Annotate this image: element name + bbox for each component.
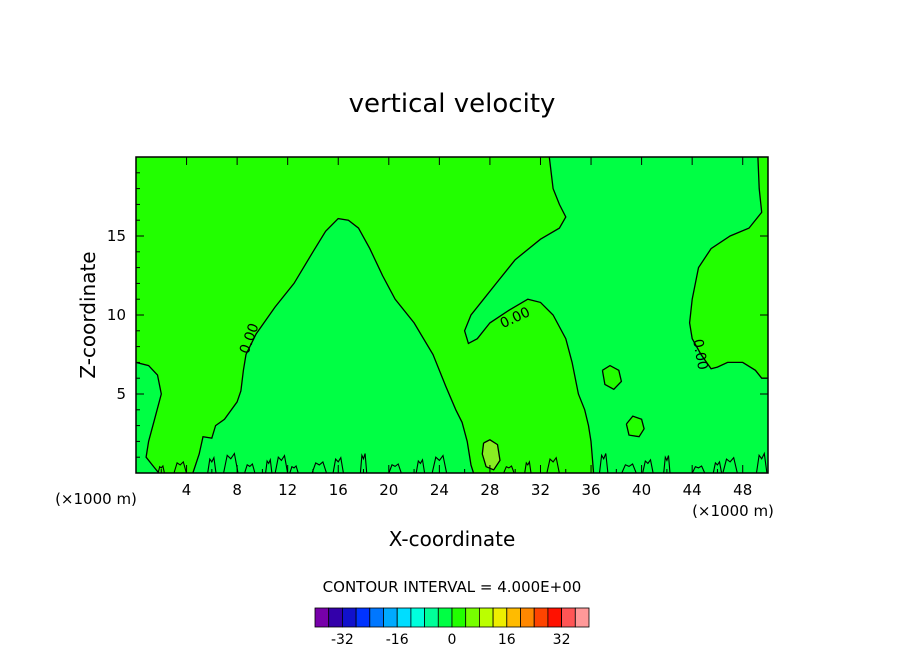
colorbar-swatch <box>574 607 590 628</box>
colorbar-swatch <box>314 607 330 628</box>
colorbar-tick-label: -16 <box>386 632 409 648</box>
surface-contour-line <box>598 453 609 473</box>
y-tick-label: 10 <box>107 306 126 324</box>
surface-contour-line <box>289 465 299 473</box>
colorbar-tick-label: 16 <box>498 632 516 648</box>
zero-contour-line <box>625 415 645 438</box>
zero-contour-line <box>481 439 501 471</box>
x-tick-label: 44 <box>683 481 702 499</box>
zero-contour-line <box>192 217 475 473</box>
colorbar-swatch <box>396 607 412 628</box>
surface-contour-line <box>415 458 426 473</box>
colorbar-swatch <box>506 607 521 628</box>
surface-contour-line <box>223 452 239 473</box>
colorbar-swatch <box>451 607 467 628</box>
colorbar-swatch <box>533 607 549 628</box>
x-tick-label: 8 <box>232 481 242 499</box>
positive-region <box>602 365 622 390</box>
surface-contour-line <box>157 464 165 473</box>
surface-contour-line <box>359 453 368 473</box>
surface-contour-line <box>546 456 560 473</box>
colorbar: -32 -16 0 16 32 <box>314 607 590 648</box>
colorbar-swatch <box>355 607 371 628</box>
surface-contour-line <box>265 457 273 473</box>
surface-contour-line <box>311 460 328 473</box>
surface-contour-line <box>524 460 532 473</box>
y-tick-label: 15 <box>107 227 126 245</box>
colorbar-title: CONTOUR INTERVAL = 4.000E+00 <box>323 578 582 596</box>
colorbar-swatch <box>547 607 563 628</box>
x-tick-label: 12 <box>278 481 297 499</box>
x-unit-right: (×1000 m) <box>692 502 774 520</box>
surface-contour-line <box>663 455 671 473</box>
zero-contour-line <box>463 157 595 473</box>
surface-contour-line <box>207 455 217 473</box>
surface-contour-line <box>691 465 706 473</box>
contour-label: 0.00 <box>689 338 710 371</box>
colorbar-swatch <box>369 607 384 628</box>
colorbar-tick-label: 32 <box>553 632 571 648</box>
surface-contour-line <box>642 458 654 473</box>
chart-title: vertical velocity <box>349 89 556 119</box>
positive-region <box>689 157 768 379</box>
colorbar-swatch <box>465 607 480 628</box>
colorbar-swatch <box>437 607 453 628</box>
colorbar-swatch <box>561 607 576 628</box>
x-unit-left: (×1000 m) <box>55 490 137 508</box>
surface-contour-line <box>722 456 738 473</box>
x-tick-label: 36 <box>581 481 600 499</box>
y-axis-label: Z-coordinate <box>76 251 100 378</box>
positive-region <box>136 157 594 473</box>
surface-contour-line <box>712 460 723 473</box>
zero-contour-line <box>688 157 768 379</box>
x-tick-label: 4 <box>182 481 192 499</box>
colorbar-tick-label: -32 <box>331 632 354 648</box>
surface-contour-line <box>431 454 448 473</box>
surface-contour-line <box>388 463 402 473</box>
surface-contour-line <box>755 451 768 473</box>
colorbar-swatch <box>520 607 535 628</box>
x-tick-label: 20 <box>379 481 398 499</box>
colorbar-swatch <box>492 607 508 628</box>
colorbar-tick-label: 0 <box>448 632 457 648</box>
colorbar-swatch <box>478 607 494 628</box>
surface-contour-line <box>332 456 344 473</box>
surface-contour-line <box>274 454 289 473</box>
zero-contour-line <box>136 361 162 473</box>
colorbar-swatch <box>410 607 425 628</box>
zero-contour-line <box>601 364 623 391</box>
x-tick-label: 32 <box>531 481 550 499</box>
positive-region <box>626 416 645 437</box>
colorbar-swatch <box>424 607 439 628</box>
y-tick-label: 5 <box>116 385 126 403</box>
contour-lines <box>136 157 768 473</box>
filled-regions <box>136 157 768 473</box>
colorbar-swatch <box>341 607 357 628</box>
surface-contour-line <box>244 462 256 473</box>
colorbar-swatch <box>328 607 343 628</box>
surface-contour-line <box>503 465 515 473</box>
x-tick-label: 28 <box>480 481 499 499</box>
x-tick-label: 24 <box>430 481 449 499</box>
x-tick-label: 40 <box>632 481 651 499</box>
x-tick-label: 48 <box>733 481 752 499</box>
colorbar-swatch <box>383 607 398 628</box>
x-axis-label: X-coordinate <box>389 527 516 551</box>
x-tick-label: 16 <box>329 481 348 499</box>
strong-positive-region <box>482 439 500 470</box>
surface-contour-line <box>621 463 637 473</box>
surface-contour-line <box>173 460 187 473</box>
